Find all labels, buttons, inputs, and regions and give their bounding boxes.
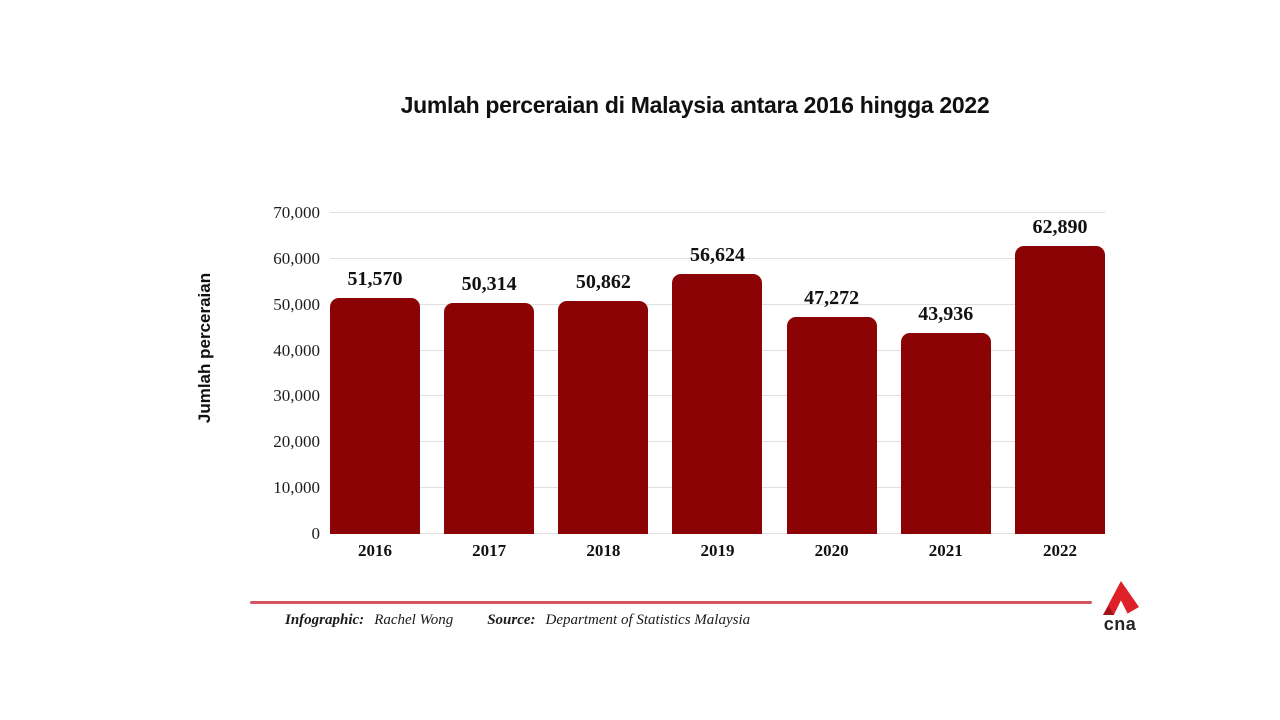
gridline-70,000 [330, 212, 1105, 213]
bar-2016 [330, 297, 420, 534]
y-tick-20,000: 20,000 [273, 432, 320, 452]
cna-logo-text: cna [1103, 614, 1137, 634]
source-label: Source: [487, 612, 536, 628]
y-tick-30,000: 30,000 [273, 386, 320, 406]
bar-slot-2017: 50,314 [444, 273, 535, 534]
y-axis-title: Jumlah perceraian [195, 272, 214, 424]
bar-slot-2016: 51,570 [330, 267, 420, 534]
x-label-2021: 2021 [928, 541, 963, 560]
y-tick-70,000: 70,000 [273, 203, 320, 222]
y-tick-0: 0 [311, 524, 321, 543]
bar-value-2019: 56,624 [689, 244, 745, 267]
y-axis-tick-labels: 0 10,000 20,000 30,000 40,000 50,000 60,000 70,… [225, 203, 320, 543]
bar-2017 [444, 303, 535, 534]
bar-2019 [672, 274, 763, 534]
infographic-label: Infographic: [285, 612, 365, 628]
bar-value-2018: 50,862 [575, 270, 631, 293]
chart-title: Jumlah perceraian di Malaysia antara 201… [400, 92, 990, 118]
footer-divider-line [250, 601, 1092, 604]
x-axis-labels: 2016 2017 2018 2019 2020 2021 2022 [330, 541, 1105, 561]
bar-value-2016: 51,570 [347, 267, 403, 290]
x-label-2016: 2016 [358, 541, 392, 560]
bar-slot-2018: 50,862 [558, 270, 649, 534]
x-label-2017: 2017 [472, 541, 507, 560]
bar-2021 [900, 332, 991, 534]
y-tick-60,000: 60,000 [273, 248, 320, 268]
bar-slot-2022: 62,890 [1014, 215, 1105, 534]
x-label-2019: 2019 [700, 541, 735, 560]
x-label-2018: 2018 [586, 541, 621, 560]
y-tick-50,000: 50,000 [273, 294, 320, 314]
bar-value-2021: 43,936 [918, 302, 974, 325]
infographic-author: Rachel Wong [374, 612, 454, 628]
bar-value-2017: 50,314 [461, 273, 517, 296]
footer-credits: Infographic: Rachel Wong Source: Departm… [285, 612, 750, 629]
bars: 51,570 50,314 50,862 56,624 47,272 43,936 62,8… [330, 213, 1105, 534]
x-label-2022: 2022 [1042, 541, 1077, 560]
bar-2018 [558, 300, 649, 534]
gridline-60,000 [330, 257, 1105, 259]
bar-value-2020: 47,272 [804, 287, 860, 310]
plot-area: 51,570 50,314 50,862 56,624 47,272 43,936 62,8… [330, 212, 1105, 534]
bar-slot-2021: 43,936 [900, 302, 991, 534]
bar-2020 [786, 317, 877, 534]
bar-slot-2020: 47,272 [786, 287, 877, 534]
bar-value-2022: 62,890 [1032, 215, 1088, 238]
cna-logo-mark-icon [1102, 580, 1139, 616]
cna-logo: cna [1097, 580, 1143, 633]
y-tick-10,000: 10,000 [273, 478, 320, 498]
y-tick-40,000: 40,000 [273, 340, 320, 360]
bar-2022 [1014, 245, 1105, 534]
source-value: Department of Statistics Malaysia [545, 612, 751, 628]
bar-slot-2019: 56,624 [672, 244, 763, 534]
x-label-2020: 2020 [814, 541, 849, 560]
